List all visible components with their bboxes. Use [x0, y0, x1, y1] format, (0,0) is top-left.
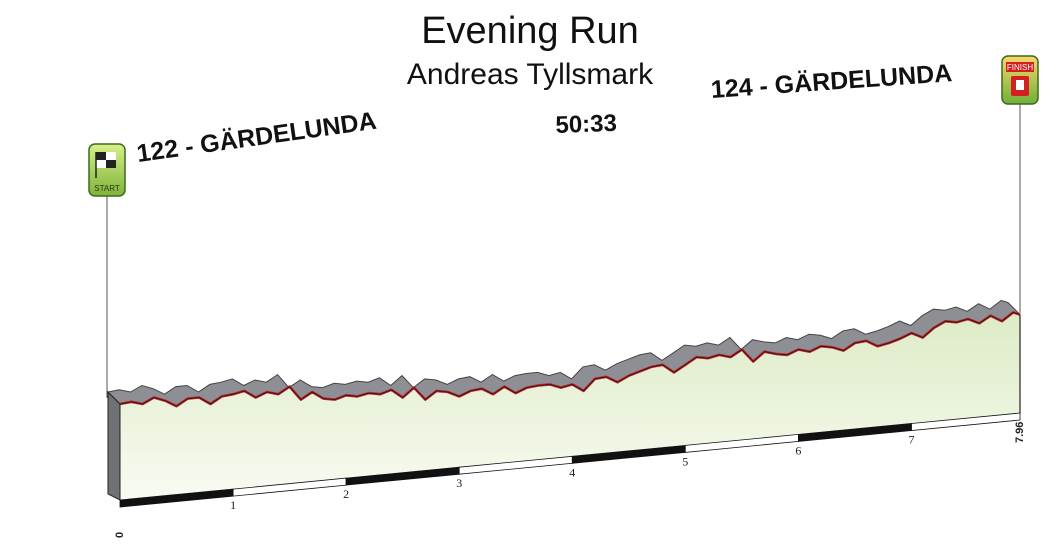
start-flag-icon [88, 143, 126, 197]
x-tick-label: 4 [569, 465, 575, 479]
x-tick-label: 1 [230, 498, 236, 512]
ruler-segment-km-7 [911, 412, 1021, 431]
profile-front-face [107, 390, 121, 501]
distance-ruler [119, 412, 1021, 508]
x-tick-label: 3 [456, 476, 462, 490]
athlete-name: Andreas Tyllsmark [406, 58, 654, 91]
finish-badge-text: FINISH [1007, 63, 1033, 72]
x-tick-label: 0 [114, 532, 126, 538]
x-tick-label: 6 [795, 443, 801, 457]
x-tick-label: 7 [909, 433, 915, 447]
start-badge-text: START [94, 184, 120, 193]
elevation-area [120, 312, 1020, 500]
distance-tick-labels: 0 1 2 3 4 5 6 7 7.96 [114, 422, 1026, 538]
x-tick-label: 2 [343, 487, 349, 501]
elevation-line-outline [119, 312, 1021, 407]
chart-title: Evening Run [421, 10, 639, 52]
x-tick-label: 7.96 [1014, 422, 1026, 443]
finish-flag-icon [1001, 55, 1039, 105]
x-tick-label: 5 [682, 454, 688, 468]
